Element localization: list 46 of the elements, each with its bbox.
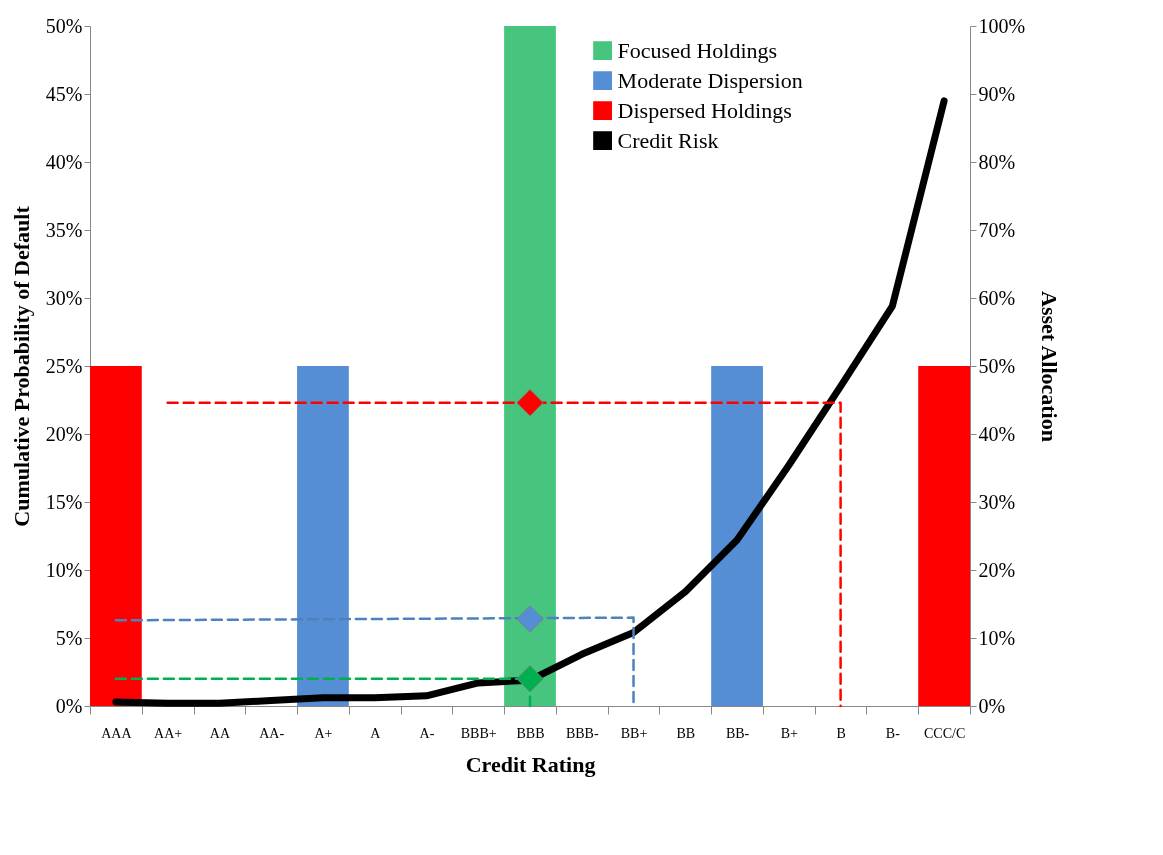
x-tick-label: AA+ bbox=[154, 725, 183, 741]
y-tick-label: 10% bbox=[45, 558, 83, 581]
x-tick-label: A bbox=[370, 725, 382, 741]
x-tick-label: BB+ bbox=[620, 725, 648, 741]
x-tick-label: BBB+ bbox=[460, 725, 497, 741]
y2-axis-title: Asset Allocation bbox=[1037, 291, 1063, 442]
y-tick-label: 30% bbox=[45, 286, 83, 309]
x-tick-label: B bbox=[836, 725, 846, 741]
y-tick-label: 35% bbox=[45, 218, 83, 241]
y-tick-label: 15% bbox=[45, 490, 83, 513]
y-tick-label: 40% bbox=[45, 150, 83, 173]
legend-label: Credit Risk bbox=[617, 127, 719, 153]
x-tick-label: BBB- bbox=[565, 725, 599, 741]
y-tick-label: 25% bbox=[45, 354, 83, 377]
x-tick-label: AA- bbox=[259, 725, 285, 741]
x-tick-label: B+ bbox=[780, 725, 799, 741]
y-tick-label: 0% bbox=[55, 694, 83, 717]
legend-label: Moderate Dispersion bbox=[617, 67, 803, 93]
y2-tick-label: 0% bbox=[978, 694, 1006, 717]
y2-tick-label: 90% bbox=[978, 82, 1016, 105]
x-tick-label: BB bbox=[676, 725, 696, 741]
y-tick-label: 20% bbox=[45, 422, 83, 445]
y2-tick-label: 60% bbox=[978, 286, 1016, 309]
y-tick-label: 50% bbox=[45, 14, 83, 37]
x-tick-label: B- bbox=[885, 725, 901, 741]
y2-tick-label: 40% bbox=[978, 422, 1016, 445]
y-tick-label: 5% bbox=[55, 626, 83, 649]
x-tick-label: AA bbox=[209, 725, 231, 741]
y2-tick-label: 30% bbox=[978, 490, 1016, 513]
x-tick-label: A+ bbox=[314, 725, 333, 741]
x-tick-label: A- bbox=[419, 725, 435, 741]
legend-label: Focused Holdings bbox=[617, 37, 778, 63]
x-tick-label: CCC/C bbox=[923, 725, 966, 741]
y2-tick-label: 70% bbox=[978, 218, 1016, 241]
y2-tick-label: 100% bbox=[978, 14, 1026, 37]
x-tick-label: AAA bbox=[101, 725, 133, 741]
y2-tick-label: 80% bbox=[978, 150, 1016, 173]
legend-label: Dispersed Holdings bbox=[617, 97, 792, 123]
y2-tick-label: 50% bbox=[978, 354, 1016, 377]
x-tick-label: BB- bbox=[725, 725, 750, 741]
y2-tick-label: 20% bbox=[978, 558, 1016, 581]
x-tick-label: BBB bbox=[516, 725, 545, 741]
y-tick-label: 45% bbox=[45, 82, 83, 105]
x-axis-title: Credit Rating bbox=[465, 751, 596, 777]
y2-tick-label: 10% bbox=[978, 626, 1016, 649]
y-axis-title: Cumulative Probability of Default bbox=[8, 205, 34, 527]
